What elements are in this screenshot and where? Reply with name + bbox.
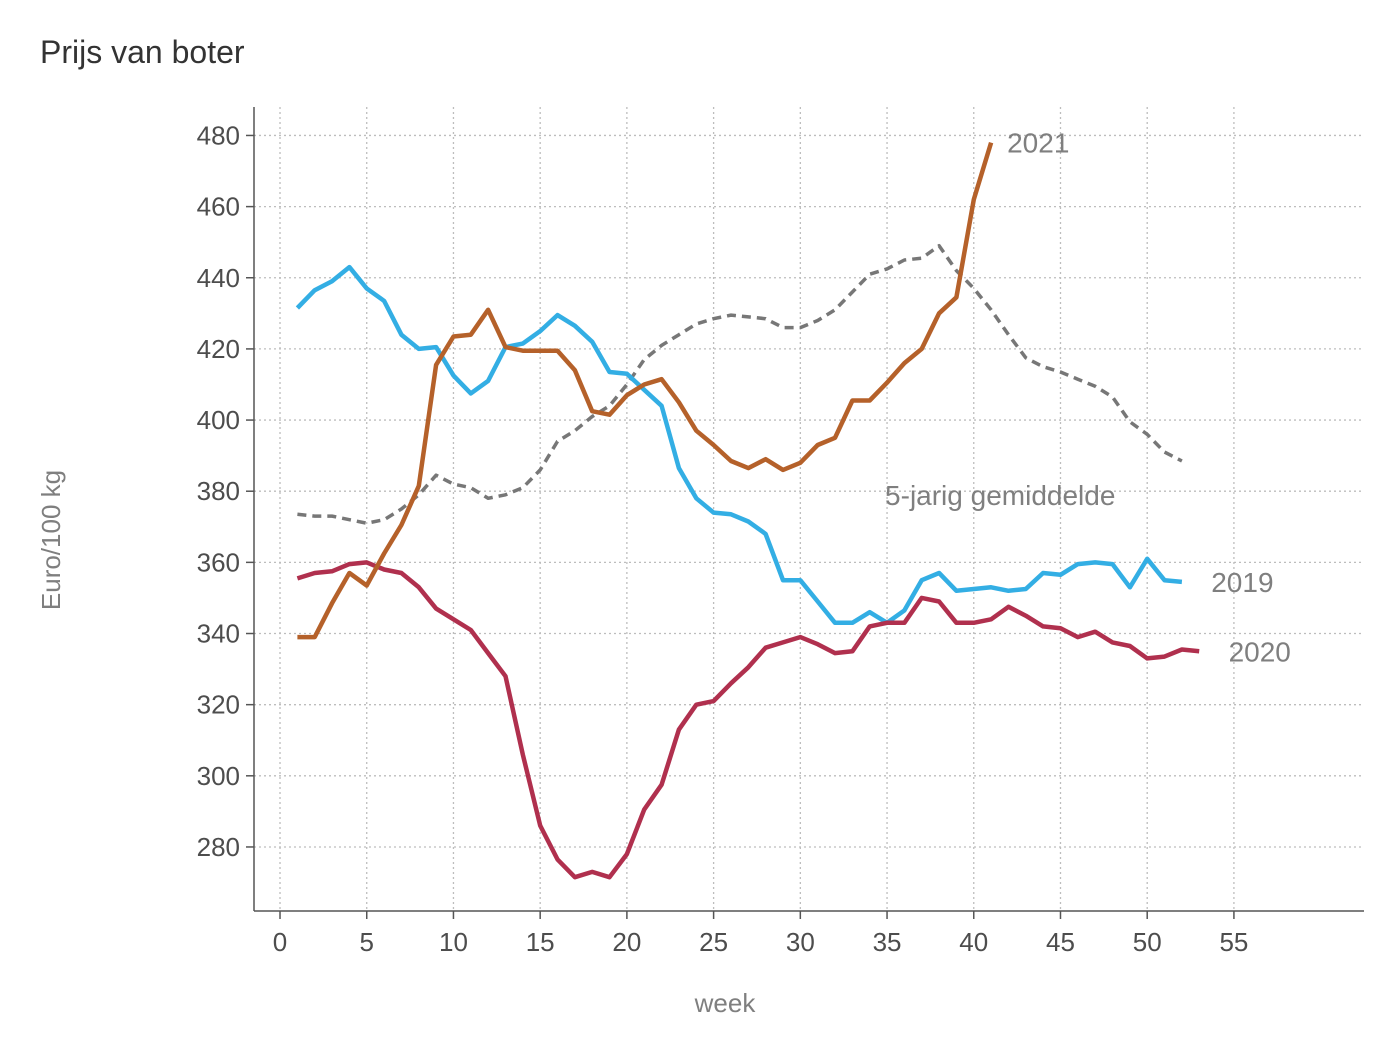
series-line-2021 (297, 141, 994, 640)
series-line-5-jarig-gemiddelde (297, 243, 1183, 525)
y-tick-label: 400 (197, 405, 240, 435)
chart-title: Prijs van boter (40, 34, 245, 70)
x-tick-label: 40 (959, 927, 988, 957)
y-tick-label: 360 (197, 547, 240, 577)
y-tick-label: 340 (197, 619, 240, 649)
series-label-2019: 2019 (1211, 567, 1273, 598)
x-tick-label: 20 (612, 927, 641, 957)
y-tick-label: 380 (197, 476, 240, 506)
y-tick-label: 440 (197, 263, 240, 293)
x-tick-label: 55 (1219, 927, 1248, 957)
y-tick-label: 420 (197, 334, 240, 364)
x-tick-label: 35 (873, 927, 902, 957)
labels-layer: 5-jarig gemiddelde 2019 2020 2021 (885, 128, 1291, 668)
y-tick-label: 280 (197, 832, 240, 862)
series-layer (295, 141, 1200, 880)
x-tick-label: 50 (1133, 927, 1162, 957)
y-tick-label: 300 (197, 761, 240, 791)
x-axis-title: week (694, 988, 757, 1018)
axes: 280 300 320 340 360 380 400 420 440 460 480 0 5 10 15 2… (197, 107, 1364, 957)
x-tick-label: 5 (360, 927, 374, 957)
y-tick-label: 460 (197, 192, 240, 222)
series-line-2020 (296, 560, 1200, 880)
series-label-2021: 2021 (1007, 128, 1069, 159)
x-tick-label: 0 (273, 927, 287, 957)
x-tick-label: 25 (699, 927, 728, 957)
series-label-5-jarig-gemiddelde: 5-jarig gemiddelde (885, 480, 1115, 511)
y-tick-label: 320 (197, 690, 240, 720)
grid (254, 107, 1364, 911)
x-tick-label: 30 (786, 927, 815, 957)
x-tick-label: 15 (526, 927, 555, 957)
x-tick-label: 10 (439, 927, 468, 957)
x-tick-label: 45 (1046, 927, 1075, 957)
y-tick-label: 480 (197, 120, 240, 150)
y-axis-title: Euro/100 kg (36, 470, 66, 610)
series-line-2019 (295, 264, 1183, 626)
series-label-2020: 2020 (1229, 636, 1291, 667)
